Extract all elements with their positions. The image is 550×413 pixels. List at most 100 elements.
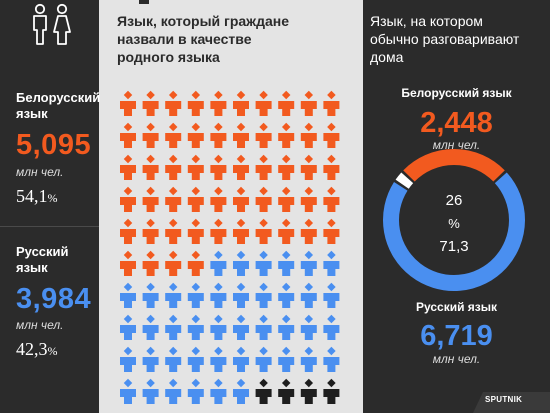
person-icon	[120, 250, 136, 276]
person-icon	[233, 122, 249, 148]
left-panel	[0, 0, 99, 413]
donut-percent-sign: %	[448, 216, 460, 231]
person-icon	[300, 122, 317, 148]
person-icon	[210, 282, 227, 308]
person-icon	[187, 186, 204, 212]
belarusian-home-count: 2,448	[420, 107, 493, 139]
donut-other-slice	[395, 172, 414, 189]
person-icon	[120, 346, 136, 372]
belarusian-home-unit: млн чел.	[432, 138, 481, 152]
person-icon	[187, 346, 204, 372]
person-icon	[323, 314, 340, 340]
person-icon	[120, 154, 136, 180]
person-icon	[165, 218, 182, 244]
person-icon	[187, 314, 204, 340]
person-icon	[142, 282, 159, 308]
person-icon	[255, 218, 272, 244]
person-icon	[233, 90, 249, 116]
person-icon	[142, 378, 159, 404]
person-icon	[210, 378, 227, 404]
person-icon	[233, 154, 249, 180]
russian-home-count: 6,719	[420, 320, 493, 352]
donut-belarusian-slice	[403, 149, 505, 182]
person-icon	[165, 250, 182, 276]
person-icon	[165, 282, 182, 308]
person-icon	[300, 186, 317, 212]
person-icon	[255, 378, 272, 404]
person-icon	[233, 314, 249, 340]
person-icon	[233, 378, 249, 404]
person-icon	[165, 90, 182, 116]
person-icon	[142, 186, 159, 212]
middle-top-marker	[139, 0, 149, 4]
belarusian-native-percent: 54,1%	[16, 186, 58, 206]
male-female-icon	[33, 3, 71, 45]
person-icon	[187, 90, 204, 116]
person-icon	[255, 250, 272, 276]
person-icon	[187, 378, 204, 404]
person-icon	[210, 154, 227, 180]
russian-native-count: 3,984	[16, 283, 92, 315]
person-icon	[278, 378, 295, 404]
person-icon	[255, 346, 272, 372]
person-icon	[142, 154, 159, 180]
person-icon	[278, 218, 295, 244]
person-icon	[120, 314, 136, 340]
person-icon	[187, 282, 204, 308]
person-icon	[323, 250, 340, 276]
russian-label: Русский язык	[16, 244, 69, 275]
russian-native-unit: млн чел.	[16, 318, 64, 332]
russian-native-percent: 42,3%	[16, 339, 58, 359]
sputnik-logo-text: SPUTNIK	[485, 395, 523, 404]
person-icon	[187, 122, 204, 148]
person-icon	[323, 186, 340, 212]
person-icon	[300, 378, 317, 404]
person-icon	[255, 154, 272, 180]
person-icon	[210, 314, 227, 340]
person-icon	[187, 218, 204, 244]
person-icon	[142, 90, 159, 116]
person-icon	[233, 186, 249, 212]
person-icon	[233, 250, 249, 276]
person-icon	[255, 90, 272, 116]
person-icon	[142, 346, 159, 372]
left-divider	[0, 226, 99, 227]
person-icon	[323, 154, 340, 180]
person-icon	[300, 250, 317, 276]
middle-title: Язык, который граждане назвали в качеств…	[117, 13, 290, 65]
person-icon	[142, 122, 159, 148]
person-icon	[323, 90, 340, 116]
person-icon	[278, 90, 295, 116]
person-icon	[210, 186, 227, 212]
belarusian-native-count: 5,095	[16, 129, 92, 161]
person-icon	[120, 282, 136, 308]
person-icon	[323, 218, 340, 244]
person-icon	[187, 250, 204, 276]
person-icon	[165, 378, 182, 404]
person-icon	[278, 346, 295, 372]
person-icon	[165, 122, 182, 148]
person-icon	[300, 314, 317, 340]
person-icon	[255, 122, 272, 148]
person-icon	[323, 282, 340, 308]
person-icon	[278, 250, 295, 276]
person-icon	[255, 314, 272, 340]
person-icon	[165, 314, 182, 340]
person-icon	[120, 378, 136, 404]
person-icon	[233, 346, 249, 372]
person-icon	[142, 314, 159, 340]
person-icon	[120, 122, 136, 148]
belarusian-label: Белорусский язык	[16, 90, 101, 121]
donut-russian-percent: 71,3	[439, 238, 469, 255]
sputnik-logo	[473, 392, 550, 413]
person-icon	[278, 314, 295, 340]
person-icon	[233, 218, 249, 244]
person-icon	[165, 346, 182, 372]
person-icon	[278, 186, 295, 212]
person-icon	[300, 346, 317, 372]
russian-home-unit: млн чел.	[432, 352, 481, 366]
person-icon	[323, 122, 340, 148]
person-icon	[323, 378, 340, 404]
person-icon	[210, 90, 227, 116]
